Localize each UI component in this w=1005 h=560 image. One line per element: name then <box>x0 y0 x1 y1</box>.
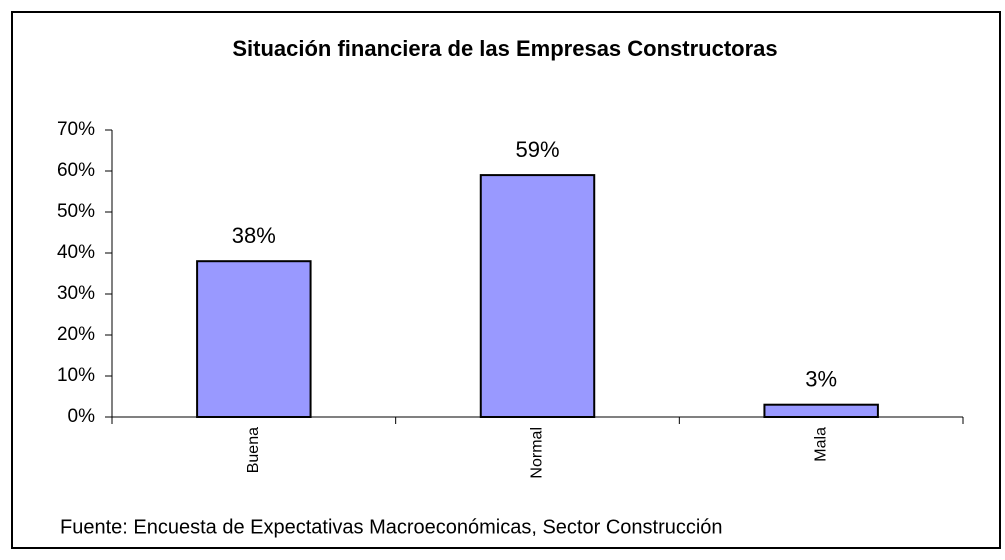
y-tick-label: 70% <box>57 119 95 140</box>
source-note: Fuente: Encuesta de Expectativas Macroec… <box>60 516 723 538</box>
value-label: 3% <box>805 367 837 392</box>
bar <box>763 403 879 419</box>
y-tick-label: 50% <box>57 201 95 222</box>
chart-title: Situación financiera de las Empresas Con… <box>232 36 777 61</box>
y-tick-label: 10% <box>57 365 95 386</box>
y-tick-label: 0% <box>68 406 96 427</box>
y-tick-label: 40% <box>57 242 95 263</box>
bar <box>196 260 312 419</box>
x-tick-label: Mala <box>812 427 829 462</box>
bar <box>479 174 596 418</box>
y-tick-label: 20% <box>57 324 95 345</box>
y-tick-label: 60% <box>57 160 95 181</box>
x-tick-label: Buena <box>245 427 262 473</box>
y-tick-label: 30% <box>57 283 95 304</box>
value-label: 38% <box>232 223 276 248</box>
value-label: 59% <box>515 137 559 162</box>
x-tick-label: Normal <box>529 427 546 479</box>
